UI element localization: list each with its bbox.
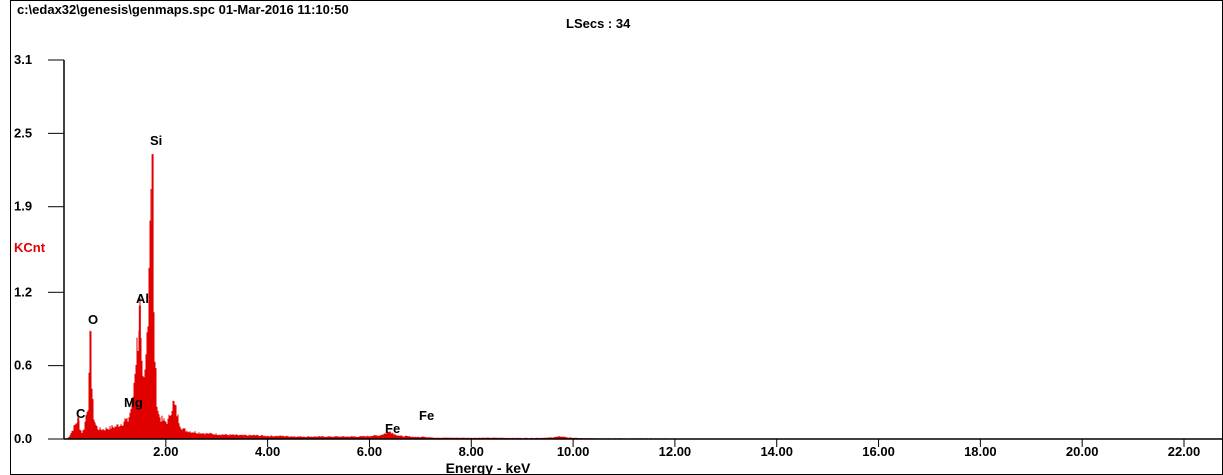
x-tick-label: 4.00 bbox=[255, 444, 280, 459]
x-tick-label: 12.00 bbox=[659, 444, 692, 459]
y-axis-label: KCnt bbox=[14, 240, 46, 255]
y-tick-label: 2.5 bbox=[14, 125, 32, 140]
x-tick-label: 14.00 bbox=[760, 444, 793, 459]
file-info-label: c:\edax32\genesis\genmaps.spc 01-Mar-201… bbox=[17, 2, 349, 17]
x-tick-label: 2.00 bbox=[153, 444, 178, 459]
peak-label-c: C bbox=[76, 406, 86, 421]
y-tick-label: 1.9 bbox=[14, 199, 32, 214]
x-tick-label: 6.00 bbox=[357, 444, 382, 459]
x-tick-label: 18.00 bbox=[964, 444, 997, 459]
y-tick-label: 3.1 bbox=[14, 52, 32, 67]
peak-label-mg: Mg bbox=[124, 395, 143, 410]
peak-label-o: O bbox=[88, 312, 98, 327]
y-tick-label: 0.6 bbox=[14, 358, 32, 373]
peak-label-al: Al bbox=[136, 291, 149, 306]
x-tick-label: 10.00 bbox=[557, 444, 590, 459]
peak-label-fe: Fe bbox=[419, 408, 434, 423]
x-tick-label: 20.00 bbox=[1066, 444, 1099, 459]
y-tick-label: 1.2 bbox=[14, 284, 32, 299]
peak-label-fe: Fe bbox=[385, 421, 400, 436]
x-tick-label: 16.00 bbox=[862, 444, 895, 459]
spectrum-bars bbox=[66, 189, 897, 439]
x-tick-label: 22.00 bbox=[1168, 444, 1201, 459]
x-tick-label: 8.00 bbox=[459, 444, 484, 459]
live-seconds-label: LSecs : 34 bbox=[566, 16, 631, 31]
spectrum-series bbox=[66, 154, 897, 439]
y-tick-label: 0.0 bbox=[14, 431, 32, 446]
peak-label-si: Si bbox=[150, 133, 162, 148]
x-axis-label: Energy - keV bbox=[446, 460, 531, 475]
